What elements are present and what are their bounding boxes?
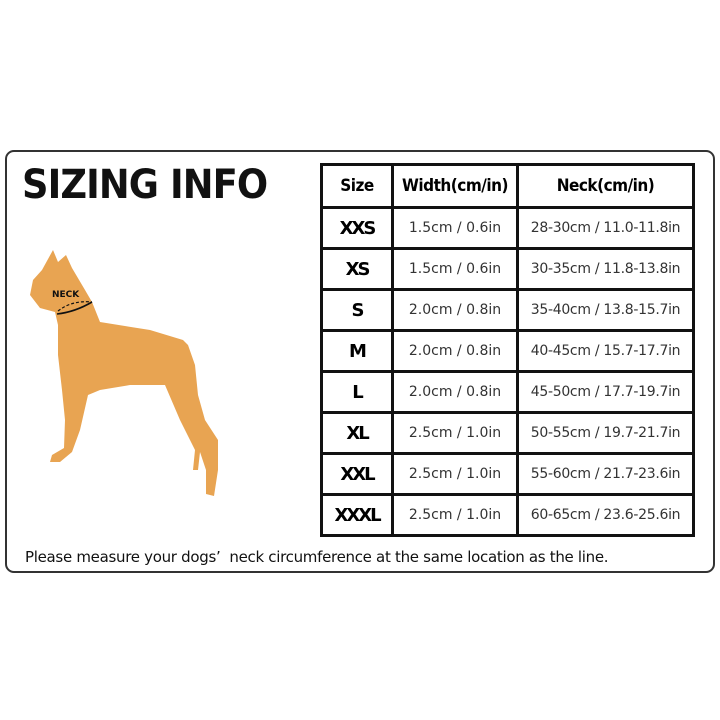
header-size: Size <box>320 163 394 209</box>
width-cell: 2.5cm / 1.0in <box>391 493 519 537</box>
neck-cell: 45-50cm / 17.7-19.7in <box>516 370 695 414</box>
width-cell: 1.5cm / 0.6in <box>391 206 519 250</box>
table-row: XXXL 2.5cm / 1.0in 60-65cm / 23.6-25.6in <box>320 493 695 537</box>
width-cell: 2.0cm / 0.8in <box>391 329 519 373</box>
neck-cell: 60-65cm / 23.6-25.6in <box>516 493 695 537</box>
table-header-row: Size Width(cm/in) Neck(cm/in) <box>320 163 695 209</box>
header-width: Width(cm/in) <box>391 163 519 209</box>
header-neck: Neck(cm/in) <box>516 163 695 209</box>
sizing-card <box>5 150 715 573</box>
dog-body <box>30 250 218 496</box>
width-cell: 2.5cm / 1.0in <box>391 452 519 496</box>
width-cell: 2.0cm / 0.8in <box>391 288 519 332</box>
neck-dashed-line <box>57 301 93 312</box>
measurement-note: Please measure your dogs’ neck circumfer… <box>25 548 609 566</box>
neck-cell: 55-60cm / 21.7-23.6in <box>516 452 695 496</box>
size-cell: XXL <box>320 452 394 496</box>
neck-cell: 28-30cm / 11.0-11.8in <box>516 206 695 250</box>
neck-cell: 30-35cm / 11.8-13.8in <box>516 247 695 291</box>
size-table: Size Width(cm/in) Neck(cm/in) XXS 1.5cm /… <box>320 163 695 537</box>
size-cell: M <box>320 329 394 373</box>
width-cell: 2.5cm / 1.0in <box>391 411 519 455</box>
table-row: S 2.0cm / 0.8in 35-40cm / 13.8-15.7in <box>320 288 695 332</box>
size-cell: XS <box>320 247 394 291</box>
size-cell: L <box>320 370 394 414</box>
neck-cell: 40-45cm / 15.7-17.7in <box>516 329 695 373</box>
width-cell: 1.5cm / 0.6in <box>391 247 519 291</box>
width-cell: 2.0cm / 0.8in <box>391 370 519 414</box>
page-title: SIZING INFO <box>22 162 268 208</box>
neck-line <box>56 301 93 315</box>
neck-cell: 35-40cm / 13.8-15.7in <box>516 288 695 332</box>
table-row: M 2.0cm / 0.8in 40-45cm / 15.7-17.7in <box>320 329 695 373</box>
size-cell: XXXL <box>320 493 394 537</box>
table-row: L 2.0cm / 0.8in 45-50cm / 17.7-19.7in <box>320 370 695 414</box>
table-row: XL 2.5cm / 1.0in 50-55cm / 19.7-21.7in <box>320 411 695 455</box>
neck-label: NECK <box>52 290 80 300</box>
table-row: XS 1.5cm / 0.6in 30-35cm / 11.8-13.8in <box>320 247 695 291</box>
neck-cell: 50-55cm / 19.7-21.7in <box>516 411 695 455</box>
size-cell: S <box>320 288 394 332</box>
size-cell: XXS <box>320 206 394 250</box>
table-row: XXS 1.5cm / 0.6in 28-30cm / 11.0-11.8in <box>320 206 695 250</box>
table-row: XXL 2.5cm / 1.0in 55-60cm / 21.7-23.6in <box>320 452 695 496</box>
size-cell: XL <box>320 411 394 455</box>
